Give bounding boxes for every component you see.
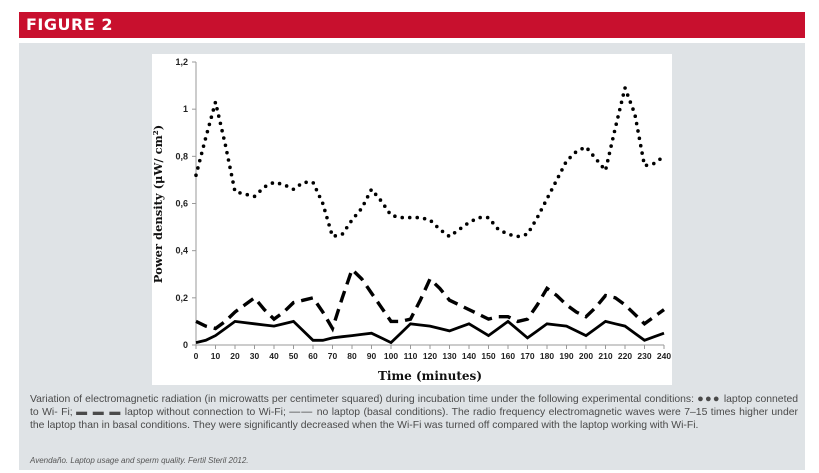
y-axis-label: Power density (μW/ cm²) xyxy=(152,125,165,283)
y-tick-label: 1 xyxy=(183,104,188,114)
x-tick-label: 190 xyxy=(559,351,573,361)
figure-caption: Variation of electromagnetic radiation (… xyxy=(30,393,798,432)
x-tick-label: 80 xyxy=(347,351,357,361)
x-tick-label: 210 xyxy=(598,351,612,361)
y-tick-label: 0,4 xyxy=(175,246,188,256)
series-line-solid xyxy=(195,319,665,345)
solid-legend-glyph: —— xyxy=(289,406,314,419)
series-line-dashed xyxy=(195,266,666,333)
figure-title: FIGURE 2 xyxy=(26,15,113,34)
chart-area: 0 0,2 0,4 0,6 0,8 1 1,2 0 10 20 30 40 50 60 70 80 90 100… xyxy=(152,54,672,385)
y-tick-label: 0,8 xyxy=(175,151,188,161)
x-tick-label: 40 xyxy=(269,351,279,361)
dotted-legend-glyph: ●●● xyxy=(697,393,721,405)
x-tick-label: 240 xyxy=(657,351,671,361)
y-tick-label: 1,2 xyxy=(175,57,188,67)
x-tick-label: 230 xyxy=(637,351,651,361)
line-chart: 0 0,2 0,4 0,6 0,8 1 1,2 0 10 20 30 40 50 60 70 80 90 100… xyxy=(152,57,671,383)
x-tick-label: 170 xyxy=(520,351,534,361)
x-tick-label: 160 xyxy=(501,351,515,361)
x-tick-label: 50 xyxy=(289,351,299,361)
x-tick-label: 90 xyxy=(367,351,377,361)
series-line-dotted xyxy=(194,81,666,239)
x-tick-label: 180 xyxy=(540,351,554,361)
x-tick-label: 120 xyxy=(423,351,437,361)
x-axis-label: Time (minutes) xyxy=(378,369,482,383)
x-tick-label: 140 xyxy=(462,351,476,361)
caption-text-1: Variation of electromagnetic radiation (… xyxy=(30,394,695,405)
caption-text-4: no laptop (basal conditions). The radio … xyxy=(30,407,798,431)
x-tick-label: 70 xyxy=(328,351,338,361)
dashed-legend-glyph: ▬ ▬ ▬ xyxy=(76,406,122,419)
x-tick-label: 60 xyxy=(308,351,318,361)
x-tick-label: 220 xyxy=(618,351,632,361)
caption-text-3: laptop without connection to Wi-Fi; xyxy=(121,407,290,419)
figure-source: Avendaño. Laptop usage and sperm quality… xyxy=(30,456,249,465)
x-tick-label: 200 xyxy=(579,351,593,361)
x-tick-label: 20 xyxy=(230,351,240,361)
y-tick-label: 0,2 xyxy=(175,293,188,303)
y-tick-label: 0 xyxy=(183,340,188,350)
caption-text-2: laptop conneted to Wi- Fi; xyxy=(30,394,799,419)
x-tick-label: 100 xyxy=(384,351,398,361)
x-tick-label: 110 xyxy=(404,351,418,361)
x-tick-label: 10 xyxy=(211,351,221,361)
x-tick-label: 130 xyxy=(442,351,456,361)
figure-header: FIGURE 2 xyxy=(19,12,805,38)
x-tick-label: 0 xyxy=(194,351,199,361)
x-tick-label: 30 xyxy=(250,351,260,361)
y-tick-label: 0,6 xyxy=(175,199,188,209)
x-tick-label: 150 xyxy=(481,351,495,361)
